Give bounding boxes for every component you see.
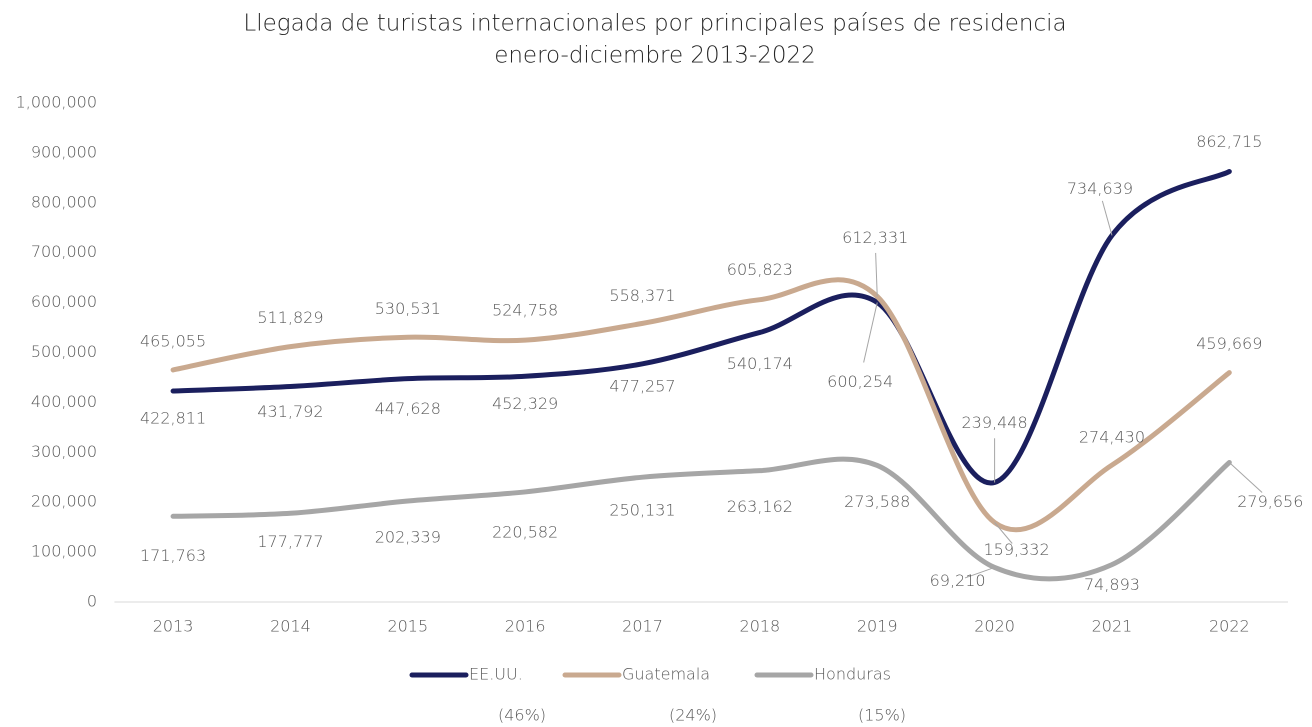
data-label: 600,254 — [827, 372, 893, 391]
legend-label: Guatemala — [622, 665, 710, 684]
y-tick-label: 500,000 — [31, 342, 97, 361]
x-tick-label: 2021 — [1092, 617, 1133, 636]
data-label: 465,055 — [140, 331, 206, 350]
data-label: 220,582 — [492, 522, 558, 541]
data-label: 447,628 — [375, 399, 441, 418]
legend-share: (46%) — [498, 706, 546, 725]
x-tick-label: 2013 — [153, 617, 194, 636]
x-tick-label: 2017 — [622, 617, 663, 636]
x-tick-label: 2019 — [857, 617, 898, 636]
leader-line — [1229, 462, 1262, 492]
chart-subtitle: enero-diciembre 2013-2022 — [494, 43, 816, 69]
series-line — [173, 280, 1229, 530]
x-tick-label: 2018 — [740, 617, 781, 636]
data-label: 605,823 — [727, 260, 793, 279]
data-label: 734,639 — [1067, 179, 1133, 198]
data-label: 159,332 — [984, 540, 1050, 559]
data-label: 530,531 — [375, 299, 441, 318]
data-label: 511,829 — [257, 308, 323, 327]
data-label: 274,430 — [1079, 428, 1145, 447]
data-label: 74,893 — [1084, 575, 1140, 594]
y-tick-label: 200,000 — [31, 492, 97, 511]
legend-label: EE.UU. — [469, 665, 523, 684]
leader-line — [876, 253, 878, 297]
data-label: 263,162 — [727, 497, 793, 516]
data-label: 558,371 — [609, 286, 675, 305]
chart: Llegada de turistas internacionales por … — [0, 0, 1312, 727]
leader-line — [864, 302, 878, 362]
y-tick-label: 300,000 — [31, 442, 97, 461]
data-label: 431,792 — [257, 402, 323, 421]
data-label: 459,669 — [1196, 334, 1262, 353]
y-tick-label: 0 — [87, 592, 97, 611]
y-tick-label: 800,000 — [31, 192, 97, 211]
data-label: 540,174 — [727, 354, 793, 373]
y-tick-label: 700,000 — [31, 242, 97, 261]
legend-label: Honduras — [814, 665, 891, 684]
legend-share: (24%) — [669, 706, 717, 725]
y-tick-label: 1,000,000 — [16, 93, 97, 112]
data-label: 250,131 — [609, 501, 675, 520]
y-tick-label: 900,000 — [31, 142, 97, 161]
x-tick-label: 2022 — [1209, 617, 1250, 636]
series-line — [173, 172, 1229, 484]
data-label: 279,656 — [1237, 492, 1303, 511]
data-label: 239,448 — [962, 413, 1028, 432]
data-label: 477,257 — [609, 376, 675, 395]
data-label: 862,715 — [1196, 132, 1262, 151]
data-label: 177,777 — [257, 532, 323, 551]
data-label: 524,758 — [492, 301, 558, 320]
x-tick-label: 2015 — [387, 617, 428, 636]
data-label: 69,210 — [930, 571, 986, 590]
y-tick-label: 100,000 — [31, 542, 97, 561]
x-tick-label: 2014 — [270, 617, 311, 636]
series-line — [173, 459, 1229, 579]
x-tick-label: 2016 — [505, 617, 546, 636]
x-tick-label: 2020 — [974, 617, 1015, 636]
data-label: 171,763 — [140, 546, 206, 565]
y-tick-label: 600,000 — [31, 292, 97, 311]
data-label: 422,811 — [140, 409, 206, 428]
leader-line — [1102, 201, 1112, 236]
data-label: 273,588 — [844, 492, 910, 511]
data-label: 612,331 — [842, 228, 908, 247]
y-tick-label: 400,000 — [31, 392, 97, 411]
legend-share: (15%) — [858, 706, 906, 725]
data-label: 202,339 — [375, 528, 441, 547]
chart-title: Llegada de turistas internacionales por … — [243, 11, 1066, 37]
data-label: 452,329 — [492, 394, 558, 413]
